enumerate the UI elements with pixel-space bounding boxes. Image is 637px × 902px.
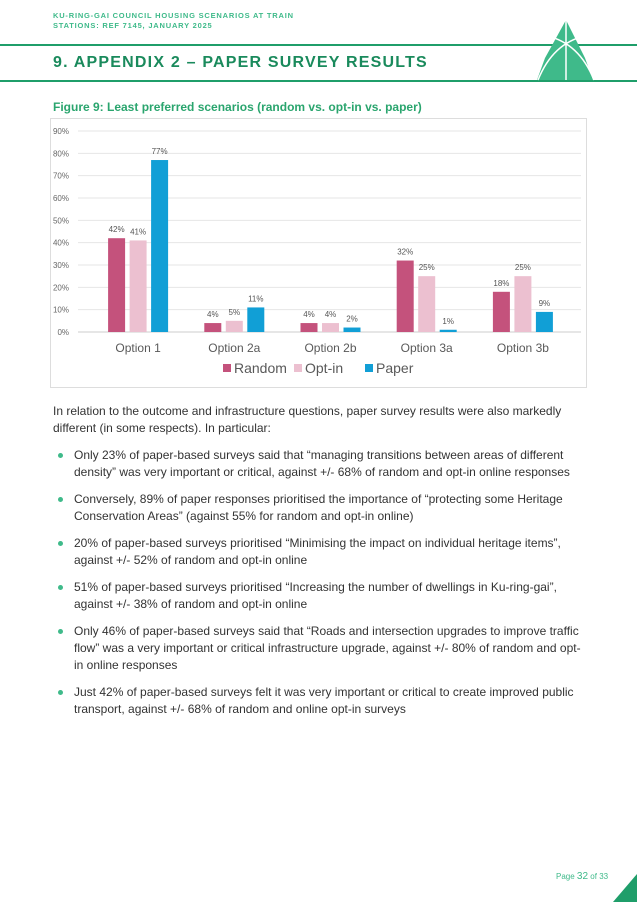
- bar-opt-in: [322, 323, 339, 332]
- divider: [0, 80, 637, 82]
- data-label: 1%: [442, 317, 454, 326]
- header-line-1: KU-RING-GAI COUNCIL HOUSING SCENARIOS AT…: [53, 11, 294, 20]
- corner-triangle-icon: [613, 874, 637, 902]
- list-item: Conversely, 89% of paper responses prior…: [53, 491, 588, 525]
- bullet-list: Only 23% of paper-based surveys said tha…: [53, 447, 588, 718]
- bullet-text: Only 46% of paper-based surveys said tha…: [74, 624, 581, 672]
- bullet-text: Just 42% of paper-based surveys felt it …: [74, 685, 574, 716]
- running-header: KU-RING-GAI COUNCIL HOUSING SCENARIOS AT…: [53, 11, 294, 31]
- bar-paper: [151, 160, 169, 332]
- x-tick-label: Option 3b: [497, 341, 549, 355]
- bar-paper: [535, 311, 553, 332]
- data-label: 2%: [346, 315, 358, 324]
- bar-paper: [247, 307, 265, 332]
- chart-container: 0% 10% 20% 30% 40% 50% 60% 70% 80% 90% Option 1 42%…: [50, 118, 587, 388]
- current-page: 32: [576, 871, 589, 882]
- bar-paper: [343, 327, 361, 332]
- legend-swatch: [365, 364, 373, 372]
- body-text: In relation to the outcome and infrastru…: [53, 403, 588, 728]
- data-label: 4%: [207, 310, 219, 319]
- list-item: 51% of paper-based surveys prioritised “…: [53, 579, 588, 613]
- data-label: 25%: [419, 263, 435, 272]
- bar-opt-in: [129, 240, 147, 332]
- bullet-icon: [58, 629, 63, 634]
- bullet-icon: [58, 453, 63, 458]
- data-label: 4%: [325, 310, 337, 319]
- bar-random: [204, 323, 222, 332]
- y-tick-label: 70%: [53, 172, 69, 181]
- y-tick-label: 60%: [53, 194, 69, 203]
- page-number: Page 32 of 33: [556, 871, 608, 882]
- total-pages: 33: [599, 872, 609, 881]
- data-label: 9%: [539, 299, 551, 308]
- bullet-icon: [58, 497, 63, 502]
- list-item: Only 46% of paper-based surveys said tha…: [53, 623, 588, 674]
- list-item: 20% of paper-based surveys prioritised “…: [53, 535, 588, 569]
- bar-opt-in: [225, 320, 243, 332]
- data-label: 11%: [248, 294, 263, 303]
- data-label: 18%: [493, 279, 509, 288]
- y-tick-label: 20%: [53, 283, 69, 292]
- bar-chart: 0% 10% 20% 30% 40% 50% 60% 70% 80% 90% Option 1 42%…: [53, 127, 581, 376]
- page-label: Page: [556, 872, 575, 881]
- data-label: 4%: [303, 310, 315, 319]
- data-label: 32%: [397, 248, 413, 257]
- y-tick-label: 10%: [53, 306, 69, 315]
- y-tick-label: 90%: [53, 127, 69, 136]
- bar-paper: [439, 329, 457, 332]
- page-title: 9. APPENDIX 2 – PAPER SURVEY RESULTS: [53, 54, 428, 71]
- y-tick-label: 80%: [53, 149, 69, 158]
- bullet-text: Only 23% of paper-based surveys said tha…: [74, 448, 570, 479]
- x-tick-label: Option 2b: [304, 341, 356, 355]
- list-item: Only 23% of paper-based surveys said tha…: [53, 447, 588, 481]
- y-tick-label: 40%: [53, 239, 69, 248]
- figure-caption: Figure 9: Least preferred scenarios (ran…: [53, 100, 422, 114]
- y-tick-label: 30%: [53, 261, 69, 270]
- intro-paragraph: In relation to the outcome and infrastru…: [53, 404, 562, 435]
- legend-label: Random: [234, 360, 287, 376]
- x-tick-label: Option 2a: [208, 341, 260, 355]
- data-label: 25%: [515, 263, 531, 272]
- bullet-text: 51% of paper-based surveys prioritised “…: [74, 580, 557, 611]
- bar-random: [300, 323, 318, 332]
- legend-swatch: [223, 364, 231, 372]
- bullet-text: Conversely, 89% of paper responses prior…: [74, 492, 563, 523]
- legend-swatch: [294, 364, 302, 372]
- bar-random: [108, 238, 126, 332]
- data-label: 77%: [152, 147, 168, 156]
- data-label: 42%: [109, 225, 125, 234]
- bullet-icon: [58, 541, 63, 546]
- bullet-icon: [58, 690, 63, 695]
- legend-label: Paper: [376, 360, 414, 376]
- bar-opt-in: [514, 276, 532, 332]
- divider: [0, 44, 637, 46]
- y-tick-label: 50%: [53, 216, 69, 225]
- x-tick-label: Option 3a: [401, 341, 453, 355]
- y-tick-label: 0%: [57, 328, 69, 337]
- bar-random: [396, 260, 414, 332]
- data-label: 5%: [229, 308, 241, 317]
- bar-opt-in: [418, 276, 436, 332]
- bar-random: [492, 291, 510, 332]
- bullet-text: 20% of paper-based surveys prioritised “…: [74, 536, 561, 567]
- header-line-2: STATIONS: REF 7145, JANUARY 2025: [53, 21, 213, 30]
- logo-icon: [537, 20, 595, 81]
- bullet-icon: [58, 585, 63, 590]
- list-item: Just 42% of paper-based surveys felt it …: [53, 684, 588, 718]
- data-label: 41%: [130, 227, 146, 236]
- of-label: of: [590, 872, 597, 881]
- legend-label: Opt-in: [305, 360, 343, 376]
- x-tick-label: Option 1: [115, 341, 161, 355]
